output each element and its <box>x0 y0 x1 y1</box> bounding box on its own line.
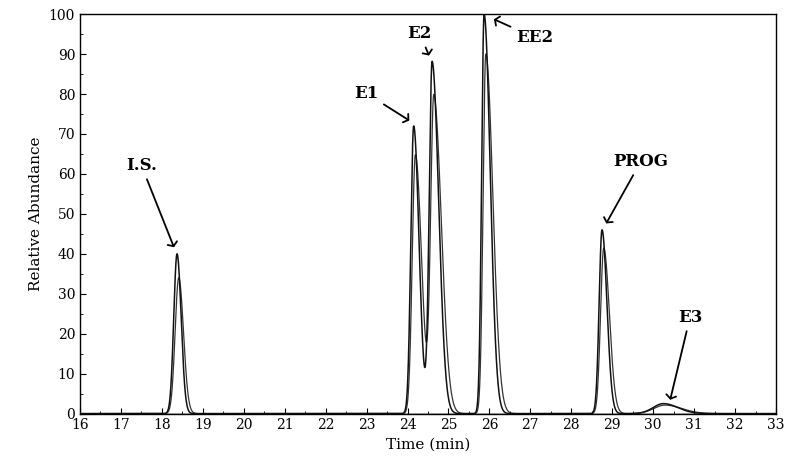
X-axis label: Time (min): Time (min) <box>386 438 470 452</box>
Text: E2: E2 <box>408 25 432 55</box>
Text: E1: E1 <box>354 85 408 122</box>
Text: E3: E3 <box>666 309 702 399</box>
Text: EE2: EE2 <box>495 16 553 46</box>
Y-axis label: Relative Abundance: Relative Abundance <box>30 137 43 291</box>
Text: PROG: PROG <box>604 153 668 222</box>
Text: I.S.: I.S. <box>126 157 177 246</box>
